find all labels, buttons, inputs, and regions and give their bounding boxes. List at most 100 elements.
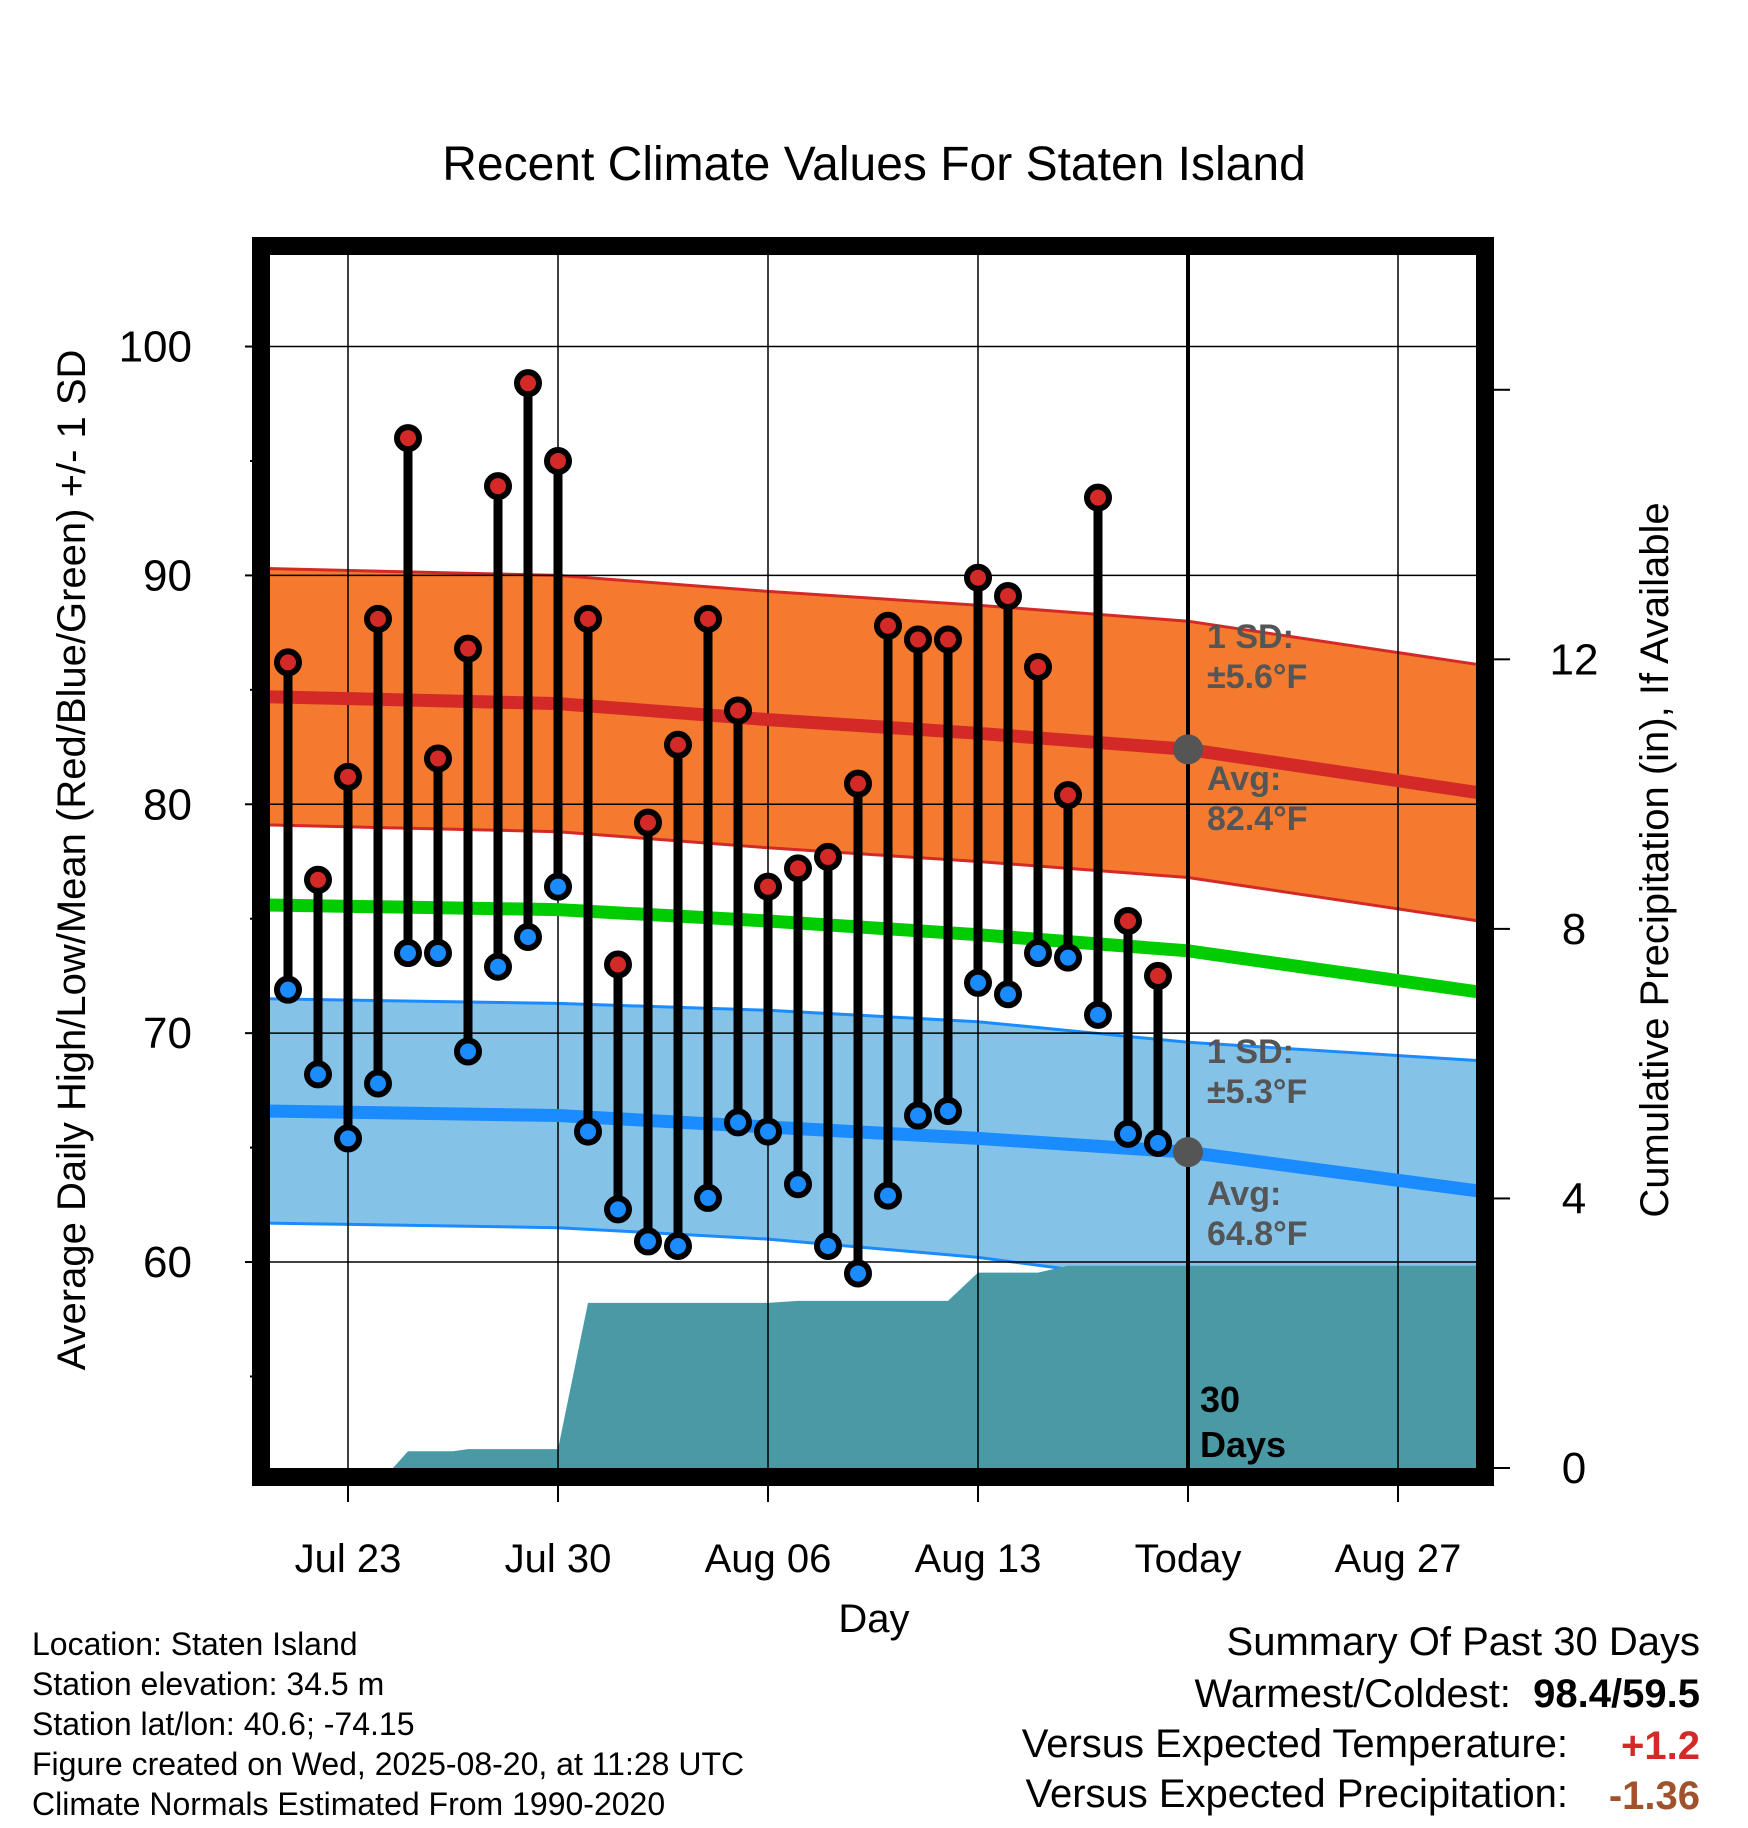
daily-low-point <box>634 1227 662 1256</box>
normal-mean-line <box>266 898 1480 999</box>
daily-low-point <box>934 1096 962 1125</box>
precipitation-anomaly-value: -1.36 <box>1608 1774 1700 1818</box>
temperature-anomaly-label: Versus Expected Temperature: <box>1021 1722 1568 1766</box>
daily-high-point <box>634 808 662 837</box>
coldest-value: 59.5 <box>1622 1672 1700 1716</box>
plot-frame <box>252 237 1494 1486</box>
daily-low-point <box>964 968 992 997</box>
daily-low-point <box>304 1060 332 1089</box>
daily-high-point <box>964 563 992 592</box>
daily-high-point <box>514 369 542 398</box>
daily-high-point <box>1114 907 1142 936</box>
daily-low-point <box>994 980 1022 1009</box>
daily-high-point <box>1084 483 1112 512</box>
daily-low-point <box>424 939 452 968</box>
warmest-value: 98.4 <box>1533 1672 1612 1716</box>
precipitation-anomaly-label: Versus Expected Precipitation: <box>1025 1772 1568 1816</box>
daily-high-point <box>724 696 752 725</box>
y-axis-label: Average Daily High/Low/Mean (Red/Blue/Gr… <box>50 350 94 1371</box>
daily-low-point <box>1114 1119 1142 1148</box>
band-annotations: 1 SD: ±5.6°F Avg: 82.4°F 1 SD: ±5.3°F Av… <box>1200 618 1308 1465</box>
y-tick-label: 60 <box>143 1238 192 1287</box>
today-days-number: 30 <box>1200 1379 1240 1420</box>
location-text: Location: Staten Island <box>32 1626 358 1662</box>
daily-high-point <box>664 730 692 759</box>
high-sd-value: ±5.6°F <box>1207 658 1307 696</box>
summary-heading: Summary Of Past 30 Days <box>1226 1620 1700 1664</box>
daily-low-point <box>1084 1000 1112 1029</box>
daily-low-point <box>514 923 542 952</box>
daily-low-point <box>1144 1129 1172 1158</box>
x-axis-label: Day <box>838 1597 909 1641</box>
daily-high-point <box>334 762 362 791</box>
normal-low-line <box>266 1104 1480 1198</box>
y-tick-label: 80 <box>143 780 192 829</box>
high-sd-band <box>267 568 1479 921</box>
daily-high-point <box>1054 781 1082 810</box>
x-tick-label: Today <box>1135 1537 1242 1581</box>
y2-tick-label: 8 <box>1562 905 1586 954</box>
x-tick-label: Jul 30 <box>505 1537 612 1581</box>
today-normal-high-dot <box>1173 734 1203 765</box>
daily-low-point <box>604 1195 632 1224</box>
daily-low-point <box>544 872 572 901</box>
low-sd-value: ±5.3°F <box>1207 1073 1307 1111</box>
daily-low-point <box>484 952 512 981</box>
daily-high-point <box>394 424 422 453</box>
y2-tick-label: 4 <box>1562 1174 1586 1223</box>
x-tick-label: Aug 13 <box>915 1537 1042 1581</box>
y2-tick-label: 12 <box>1550 635 1599 684</box>
daily-points <box>274 369 1172 1288</box>
daily-low-point <box>454 1037 482 1066</box>
daily-high-point <box>844 769 872 798</box>
x-tick-label: Aug 27 <box>1335 1537 1462 1581</box>
daily-high-point <box>1144 961 1172 990</box>
daily-low-point <box>694 1183 722 1212</box>
daily-high-point <box>934 625 962 654</box>
high-sd-lower-line <box>266 823 1480 923</box>
daily-high-point <box>814 842 842 871</box>
daily-low-point <box>1054 943 1082 972</box>
x-tick-label: Aug 06 <box>705 1537 832 1581</box>
low-sd-label: 1 SD: <box>1207 1033 1294 1071</box>
low-avg-value: 64.8°F <box>1207 1215 1308 1253</box>
normal-lines <box>266 690 1480 1198</box>
created-text: Figure created on Wed, 2025-08-20, at 11… <box>32 1746 745 1782</box>
x-axis: Jul 23 Jul 30 Aug 06 Aug 13 Today Aug 27 <box>295 1486 1462 1581</box>
y-axis-right: 0 4 8 12 <box>1494 388 1599 1493</box>
daily-high-point <box>994 582 1022 611</box>
daily-high-point <box>274 648 302 677</box>
latlon-text: Station lat/lon: 40.6; -74.15 <box>32 1706 415 1742</box>
daily-low-point <box>754 1117 782 1146</box>
high-sd-label: 1 SD: <box>1207 618 1294 656</box>
low-sd-band <box>267 998 1479 1322</box>
daily-low-point <box>904 1101 932 1130</box>
daily-high-point <box>1024 652 1052 681</box>
daily-low-point <box>1024 939 1052 968</box>
normal-bands <box>266 567 1480 1323</box>
daily-high-point <box>874 611 902 640</box>
daily-high-point <box>544 446 572 475</box>
daily-high-point <box>484 472 512 501</box>
precipitation-fill <box>267 1265 1479 1468</box>
daily-low-point <box>574 1117 602 1146</box>
y-tick-label: 70 <box>143 1009 192 1058</box>
chart-title: Recent Climate Values For Staten Island <box>442 138 1306 191</box>
daily-high-point <box>904 625 932 654</box>
daily-high-point <box>754 872 782 901</box>
high-avg-value: 82.4°F <box>1207 800 1308 838</box>
y-tick-label: 90 <box>143 551 192 600</box>
elevation-text: Station elevation: 34.5 m <box>32 1666 385 1702</box>
today-days-label: Days <box>1200 1424 1286 1465</box>
daily-low-point <box>874 1181 902 1210</box>
precipitation-area <box>267 1265 1479 1468</box>
daily-low-point <box>664 1231 692 1260</box>
y2-tick-label: 0 <box>1562 1444 1586 1493</box>
y2-axis-label: Cumulative Precipitation (in), If Availa… <box>1633 502 1677 1217</box>
high-avg-label: Avg: <box>1207 760 1281 798</box>
daily-high-point <box>454 634 482 663</box>
daily-low-point <box>724 1108 752 1137</box>
normal-high-line <box>266 690 1480 800</box>
daily-high-point <box>694 604 722 633</box>
